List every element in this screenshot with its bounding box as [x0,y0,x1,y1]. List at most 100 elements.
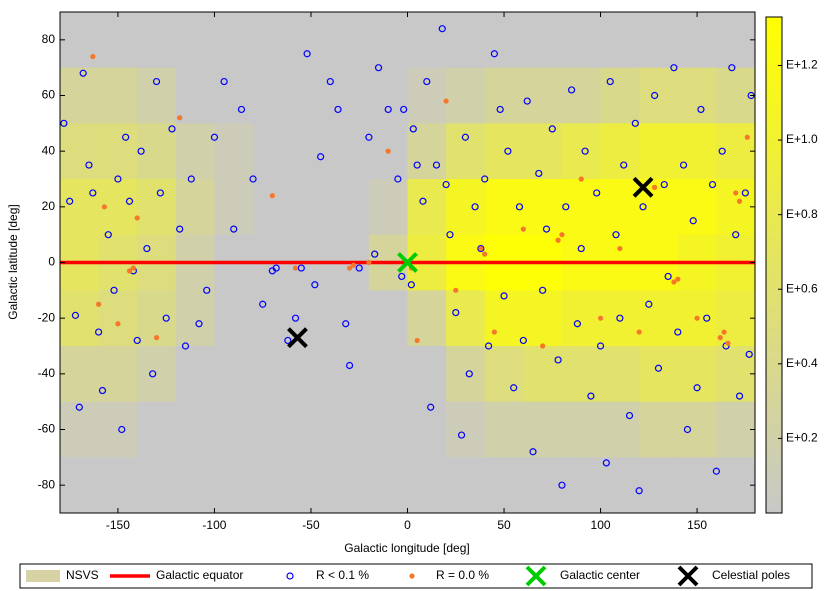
orange-point [90,53,96,60]
heatmap-cell [600,67,640,124]
blue-circle-point [542,225,551,233]
orange-point [130,265,136,271]
blue-circle-point [519,336,527,345]
blue-circle-point [735,392,744,400]
blue-circle-point [125,197,134,205]
blue-circle-point [114,175,122,183]
heatmap-cell [446,290,486,347]
blue-circle-point [122,133,130,141]
heatmap-cell [98,346,138,403]
heatmap-cell [600,457,640,513]
blue-circle-point [510,384,518,392]
blue-circle-point [602,459,610,467]
orange-point [540,343,546,349]
blue-circle-point [452,309,460,317]
blue-circle-point [461,133,470,141]
blue-circle-point [259,300,267,308]
heatmap-cell [716,457,755,513]
blue-circle-point [432,161,441,169]
heatmap-cell [677,179,717,236]
heatmap-cell [60,123,100,180]
blue-circle-point [558,481,566,489]
heatmap-cell [600,401,640,458]
heatmap-cell [253,179,293,236]
orange-point [578,176,584,182]
heatmap-cell [446,12,486,69]
blue-circle-point [409,125,417,133]
heatmap-cell [60,12,100,69]
blue-circle-point [484,342,493,350]
x-tick-label: -50 [302,518,320,532]
blue-circle-point [606,77,614,86]
blue-circle-point [291,314,300,322]
blue-circle-point [496,105,504,114]
heatmap-cell [175,123,215,180]
heatmap-cell [561,123,602,180]
blue-circle-point [345,361,354,370]
blue-circle-point [427,403,435,411]
blue-circle-point [683,425,692,434]
blue-circle-point [693,384,701,392]
orange-point [443,98,449,104]
blue-circle-point [670,64,678,72]
blue-circle-point [593,189,601,197]
x-tick-label: 50 [497,518,511,532]
heatmap-cell [175,457,215,513]
legend-symbol [677,565,699,587]
orange-point [153,335,160,341]
heatmap-cell [716,179,755,236]
blue-circle-point [697,105,705,114]
heatmap-cell [137,67,177,124]
colorbar-tick-label: E+0.2 [786,431,818,445]
heatmap-cell [60,401,100,458]
blue-circle-point [137,147,145,155]
heatmap-cell [484,401,524,458]
legend-swatch [26,570,60,582]
blue-circle-point [156,189,164,197]
blue-circle-point [651,91,659,100]
heatmap-cell [523,67,563,124]
heatmap-cell [214,290,254,347]
blue-circle-point [400,105,408,114]
blue-circle-point [679,161,688,169]
blue-circle-point [587,392,595,400]
blue-circle-point [674,328,682,336]
heatmap-cell [330,12,370,69]
blue-circle-point [168,125,176,133]
heatmap-cell [330,67,370,124]
heatmap-cell [561,67,602,124]
heatmap-cell [214,457,254,513]
heatmap-cell [716,346,755,403]
heatmap-cell [561,12,602,69]
blue-circle-point [374,64,383,72]
blue-circle-point [625,411,634,420]
blue-circle-point [365,133,373,141]
blue-circle-point [554,356,562,364]
heatmap-cell [561,290,602,347]
heatmap-cell [523,179,563,236]
y-tick-label: -60 [38,422,56,436]
heatmap-cell [368,346,408,403]
heatmap-cell [253,67,293,124]
blue-circle-point [311,281,319,289]
blue-circle-point [419,197,427,205]
orange-point [478,245,484,252]
heatmap-cell [446,123,486,180]
blue-circle-point [664,272,672,281]
blue-circle-point [728,64,736,72]
legend-label: Galactic equator [156,568,243,582]
blue-circle-point [104,231,112,239]
x-tick-label: -150 [106,518,130,532]
heatmap-cell [561,179,602,236]
blue-circle-point [95,328,103,336]
x-tick-label: 100 [591,518,611,532]
x-tick-label: 0 [404,518,411,532]
heatmap-cell [484,179,524,236]
heatmap-cell [484,12,524,69]
heatmap-cell [98,12,138,69]
heatmap-cell [214,401,254,458]
heatmap-cell [175,401,215,458]
blue-circle-point [712,467,720,475]
heatmap-cell [330,179,370,236]
